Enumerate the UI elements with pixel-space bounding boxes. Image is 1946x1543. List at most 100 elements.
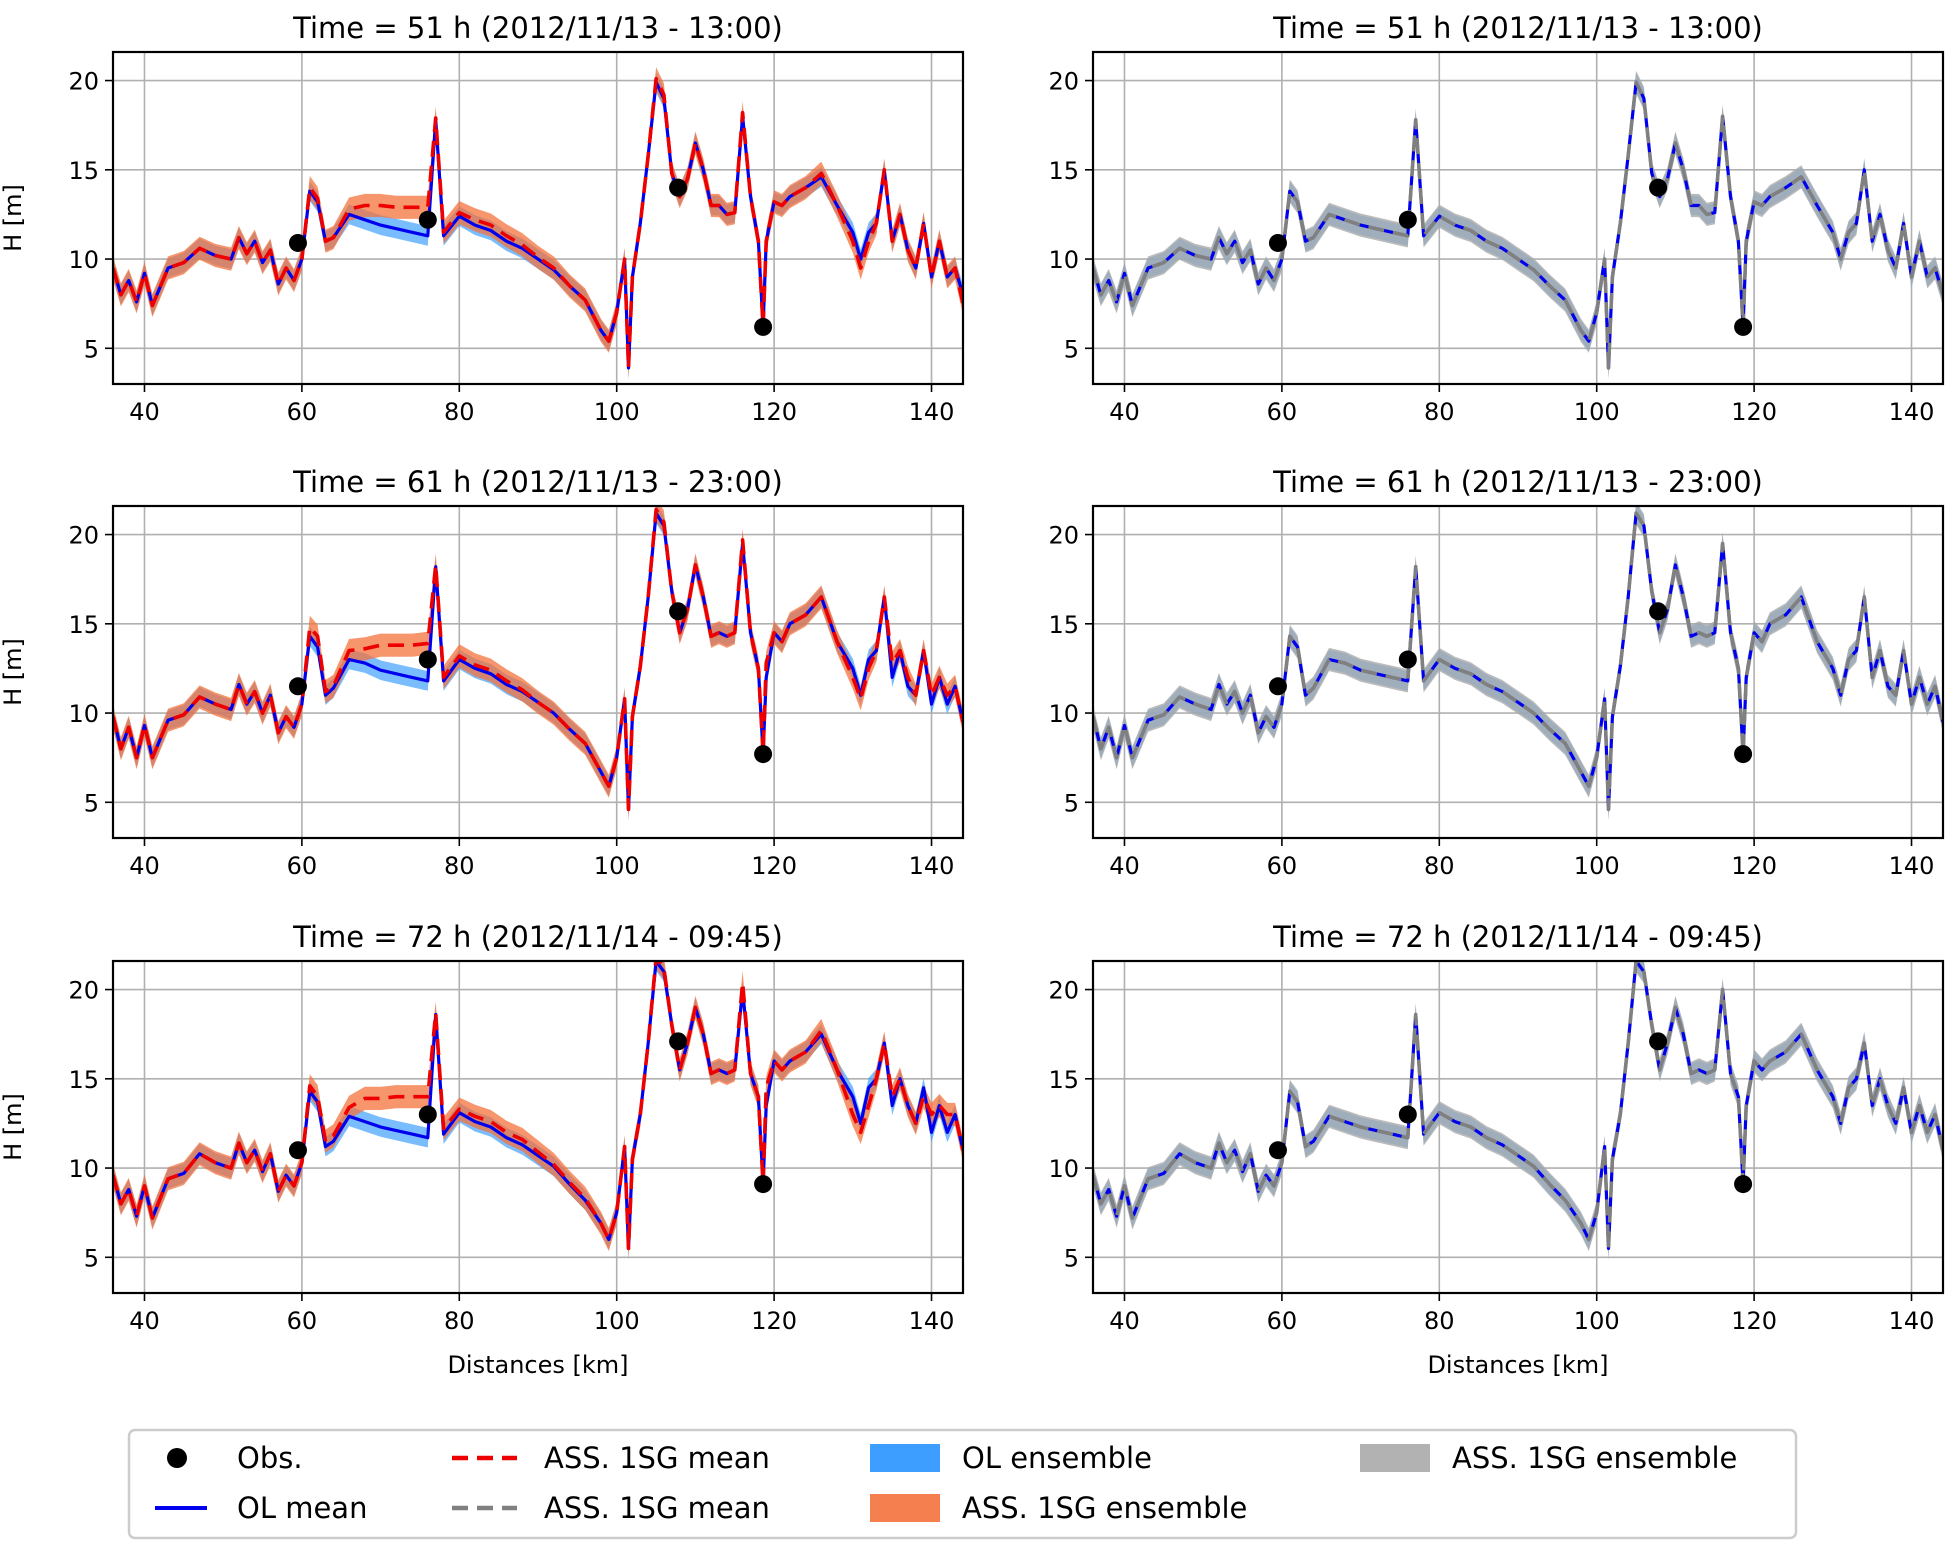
ol-ensemble-band [1093, 72, 1943, 378]
obs-point [288, 233, 307, 252]
panel-title: Time = 51 h (2012/11/13 - 13:00) [1272, 11, 1763, 45]
x-tick-label: 40 [1109, 398, 1140, 426]
y-tick-label: 15 [68, 1066, 99, 1094]
legend-label: OL mean [237, 1491, 367, 1525]
obs-point [669, 602, 688, 621]
y-tick-label: 10 [1048, 700, 1079, 728]
axes-frame [111, 959, 965, 1295]
x-tick-label: 120 [1731, 1307, 1777, 1335]
y-tick-label: 10 [68, 700, 99, 728]
x-tick-label: 100 [594, 398, 640, 426]
x-tick-label: 60 [287, 398, 318, 426]
ass-mean-line [113, 77, 963, 370]
panel-title: Time = 72 h (2012/11/14 - 09:45) [1272, 920, 1763, 954]
obs-point [288, 677, 307, 696]
panel-title: Time = 51 h (2012/11/13 - 13:00) [292, 11, 783, 45]
ass-ensemble-band [113, 506, 963, 821]
legend-label: ASS. 1SG mean [544, 1491, 770, 1525]
legend-marker [870, 1494, 940, 1522]
x-tick-label: 100 [1574, 852, 1620, 880]
x-tick-label: 140 [1889, 398, 1935, 426]
legend-marker [1360, 1444, 1430, 1472]
y-tick-label: 15 [1048, 1066, 1079, 1094]
obs-point [1398, 210, 1417, 229]
obs-point [1398, 650, 1417, 669]
obs-point [1398, 1105, 1417, 1124]
y-tick-label: 20 [68, 68, 99, 96]
x-tick-label: 100 [594, 852, 640, 880]
x-tick-label: 140 [909, 398, 955, 426]
legend-marker [870, 1444, 940, 1472]
legend-marker [167, 1448, 187, 1468]
x-tick-label: 140 [1889, 852, 1935, 880]
legend-item-ass-left-mean: ASS. 1SG mean [452, 1441, 770, 1475]
x-tick-label: 60 [287, 852, 318, 880]
legend-item-ol-ensemble: OL ensemble [870, 1441, 1152, 1475]
x-tick-label: 100 [1574, 1307, 1620, 1335]
y-tick-label: 15 [68, 611, 99, 639]
x-tick-label: 80 [1424, 852, 1455, 880]
legend-label: ASS. 1SG ensemble [962, 1491, 1247, 1525]
y-tick-label: 15 [1048, 157, 1079, 185]
y-tick-label: 15 [1048, 611, 1079, 639]
obs-point [418, 1105, 437, 1124]
obs-point [754, 317, 773, 336]
x-tick-label: 60 [1267, 398, 1298, 426]
panel-3-2: 40 60 80 100 120 140 5 10 15 20 Time = 72 h (2012/… [1048, 920, 1945, 1379]
obs-point [669, 178, 688, 197]
x-tick-label: 40 [1109, 852, 1140, 880]
y-axis-label: H [m] [0, 638, 27, 706]
obs-point [1268, 233, 1287, 252]
x-tick-label: 120 [751, 852, 797, 880]
ass-mean-line [1093, 961, 1943, 1251]
y-tick-label: 20 [68, 522, 99, 550]
axes-frame [1091, 50, 1945, 386]
obs-point [1734, 745, 1753, 764]
ass-mean-line [1093, 511, 1943, 812]
panel-1-2: 40 60 80 100 120 140 5 10 15 20 Time = 51 h (2012/… [1048, 11, 1945, 426]
y-tick-label: 20 [1048, 977, 1079, 1005]
x-tick-label: 120 [751, 1307, 797, 1335]
x-tick-label: 40 [129, 852, 160, 880]
ass-ensemble-band [1093, 506, 1943, 821]
ol-mean-line [113, 80, 963, 370]
x-tick-label: 100 [1574, 398, 1620, 426]
x-tick-label: 140 [909, 1307, 955, 1335]
y-tick-label: 10 [68, 1155, 99, 1183]
obs-point [288, 1141, 307, 1160]
obs-point [1649, 602, 1668, 621]
x-tick-label: 120 [1731, 398, 1777, 426]
panel-title: Time = 61 h (2012/11/13 - 23:00) [1272, 465, 1763, 499]
legend-item-ass-right-ensemble: ASS. 1SG ensemble [1360, 1441, 1737, 1475]
obs-point [418, 650, 437, 669]
ol-mean-line [1093, 961, 1943, 1250]
ol-ensemble-band [1093, 961, 1943, 1259]
ol-mean-line [1093, 511, 1943, 811]
panel-title: Time = 72 h (2012/11/14 - 09:45) [292, 920, 783, 954]
obs-point [1268, 677, 1287, 696]
axes-frame [111, 50, 965, 386]
ass-mean-line [113, 507, 963, 812]
x-tick-label: 80 [1424, 398, 1455, 426]
y-tick-label: 5 [1064, 335, 1079, 363]
ol-ensemble-band [113, 72, 963, 378]
y-tick-label: 20 [1048, 68, 1079, 96]
x-axis-label: Distances [km] [1427, 1351, 1608, 1379]
ol-mean-line [113, 511, 963, 811]
x-tick-label: 60 [1267, 852, 1298, 880]
x-tick-label: 80 [444, 852, 475, 880]
legend-item-ass-right-mean: ASS. 1SG mean [452, 1491, 770, 1525]
obs-point [1734, 317, 1753, 336]
x-tick-label: 40 [1109, 1307, 1140, 1335]
x-tick-label: 60 [287, 1307, 318, 1335]
y-tick-label: 20 [68, 977, 99, 1005]
axes-frame [111, 504, 965, 840]
legend-label: OL ensemble [962, 1441, 1152, 1475]
obs-point [418, 210, 437, 229]
y-tick-label: 10 [68, 246, 99, 274]
obs-point [1734, 1175, 1753, 1194]
panel-2-2: 40 60 80 100 120 140 5 10 15 20 Time = 61 h (2012/… [1048, 465, 1945, 880]
y-tick-label: 10 [1048, 1155, 1079, 1183]
y-axis-label: H [m] [0, 184, 27, 252]
